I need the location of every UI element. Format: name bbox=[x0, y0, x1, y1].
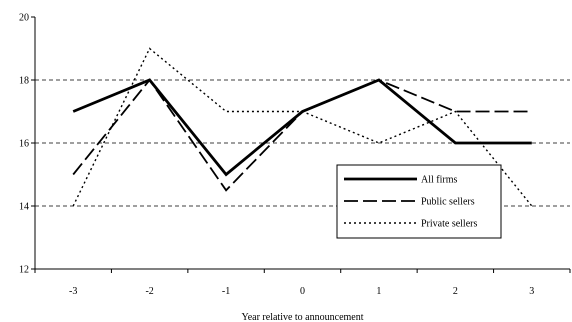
legend-label: All firms bbox=[421, 175, 457, 186]
legend-label: Public sellers bbox=[421, 197, 475, 208]
legend-label: Private sellers bbox=[421, 219, 477, 230]
x-axis-title: Year relative to announcement bbox=[242, 312, 364, 322]
x-tick-label: -1 bbox=[222, 286, 230, 297]
y-tick-label: 16 bbox=[19, 139, 29, 150]
x-tick-label: 0 bbox=[300, 286, 305, 297]
grid-lines bbox=[35, 79, 570, 207]
y-tick-label: 18 bbox=[19, 76, 29, 87]
y-tick-label: 14 bbox=[19, 202, 29, 213]
series-line-all-firms bbox=[72, 78, 532, 177]
x-tick-label: 3 bbox=[529, 286, 534, 297]
y-tick-label: 12 bbox=[19, 265, 29, 276]
x-tick-label: 2 bbox=[453, 286, 458, 297]
series-lines bbox=[72, 47, 533, 207]
x-tick-label: 1 bbox=[376, 286, 381, 297]
x-tick-label: -3 bbox=[69, 286, 77, 297]
x-tick-label: -2 bbox=[145, 286, 153, 297]
y-tick-label: 20 bbox=[19, 13, 29, 24]
legend: All firms Public sellers Private sellers bbox=[336, 164, 502, 239]
series-line-private-sellers bbox=[72, 47, 533, 207]
